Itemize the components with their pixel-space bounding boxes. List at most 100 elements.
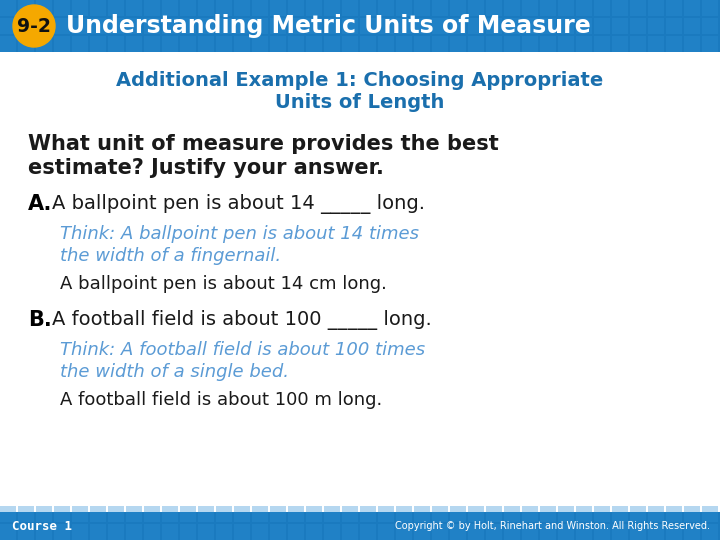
Bar <box>648 0 664 16</box>
Bar <box>450 506 466 522</box>
Bar <box>576 506 592 522</box>
Bar <box>0 18 16 34</box>
Bar <box>702 36 718 52</box>
Bar <box>288 18 304 34</box>
Bar <box>378 0 394 16</box>
Bar <box>72 524 88 540</box>
Bar <box>450 18 466 34</box>
Bar <box>648 18 664 34</box>
Bar <box>630 18 646 34</box>
Bar <box>216 0 232 16</box>
Bar <box>108 506 124 522</box>
Bar <box>306 0 322 16</box>
Bar <box>684 36 700 52</box>
Bar <box>18 36 34 52</box>
Bar <box>432 524 448 540</box>
Bar <box>540 506 556 522</box>
Bar <box>486 524 502 540</box>
Bar <box>144 36 160 52</box>
Bar <box>612 18 628 34</box>
Bar <box>702 0 718 16</box>
Bar <box>234 36 250 52</box>
Bar <box>702 524 718 540</box>
Bar <box>594 0 610 16</box>
Bar <box>414 0 430 16</box>
Bar <box>468 524 484 540</box>
Bar <box>378 36 394 52</box>
Text: A football field is about 100 m long.: A football field is about 100 m long. <box>60 391 382 409</box>
Bar <box>576 18 592 34</box>
Text: A ballpoint pen is about 14 _____ long.: A ballpoint pen is about 14 _____ long. <box>52 194 425 214</box>
Bar <box>36 36 52 52</box>
Bar <box>198 0 214 16</box>
Bar <box>414 18 430 34</box>
Bar <box>486 0 502 16</box>
Text: Think: A ballpoint pen is about 14 times: Think: A ballpoint pen is about 14 times <box>60 225 419 243</box>
Bar <box>306 506 322 522</box>
Bar <box>270 506 286 522</box>
Text: the width of a fingernail.: the width of a fingernail. <box>60 247 281 265</box>
Text: Course 1: Course 1 <box>12 519 72 532</box>
Bar <box>108 36 124 52</box>
Bar <box>486 506 502 522</box>
Bar <box>378 524 394 540</box>
Bar <box>396 18 412 34</box>
Bar <box>486 18 502 34</box>
Bar <box>252 0 268 16</box>
Bar <box>234 18 250 34</box>
Bar <box>432 18 448 34</box>
Bar <box>666 18 682 34</box>
Bar <box>180 0 196 16</box>
Bar <box>450 36 466 52</box>
Bar <box>252 36 268 52</box>
Bar <box>594 36 610 52</box>
Bar <box>144 506 160 522</box>
Bar <box>396 36 412 52</box>
Bar <box>648 524 664 540</box>
Bar <box>72 36 88 52</box>
Bar <box>234 0 250 16</box>
Bar <box>252 506 268 522</box>
Bar <box>72 18 88 34</box>
Text: A ballpoint pen is about 14 cm long.: A ballpoint pen is about 14 cm long. <box>60 275 387 293</box>
Bar <box>612 36 628 52</box>
Bar <box>684 506 700 522</box>
Bar <box>522 36 538 52</box>
Bar <box>576 0 592 16</box>
Bar <box>630 0 646 16</box>
Bar <box>468 36 484 52</box>
Bar <box>432 36 448 52</box>
Text: B.: B. <box>28 310 52 330</box>
Text: Additional Example 1: Choosing Appropriate: Additional Example 1: Choosing Appropria… <box>117 71 603 90</box>
Bar <box>342 18 358 34</box>
Bar <box>162 0 178 16</box>
Bar <box>324 36 340 52</box>
Bar <box>288 0 304 16</box>
Bar <box>558 0 574 16</box>
Bar <box>54 0 70 16</box>
Bar <box>594 18 610 34</box>
Bar <box>108 524 124 540</box>
Bar <box>54 18 70 34</box>
Bar <box>144 18 160 34</box>
Bar <box>234 524 250 540</box>
Bar <box>252 18 268 34</box>
Bar <box>576 524 592 540</box>
Bar <box>522 0 538 16</box>
Bar <box>162 506 178 522</box>
Bar <box>558 524 574 540</box>
Bar <box>342 0 358 16</box>
Bar <box>558 18 574 34</box>
Bar <box>0 524 16 540</box>
Bar <box>18 524 34 540</box>
Bar <box>90 36 106 52</box>
Bar <box>540 36 556 52</box>
Text: Copyright © by Holt, Rinehart and Winston. All Rights Reserved.: Copyright © by Holt, Rinehart and Winsto… <box>395 521 710 531</box>
Bar <box>630 506 646 522</box>
Bar <box>630 524 646 540</box>
Bar <box>0 512 720 540</box>
Bar <box>108 0 124 16</box>
Bar <box>702 18 718 34</box>
Bar <box>486 36 502 52</box>
Bar <box>522 524 538 540</box>
